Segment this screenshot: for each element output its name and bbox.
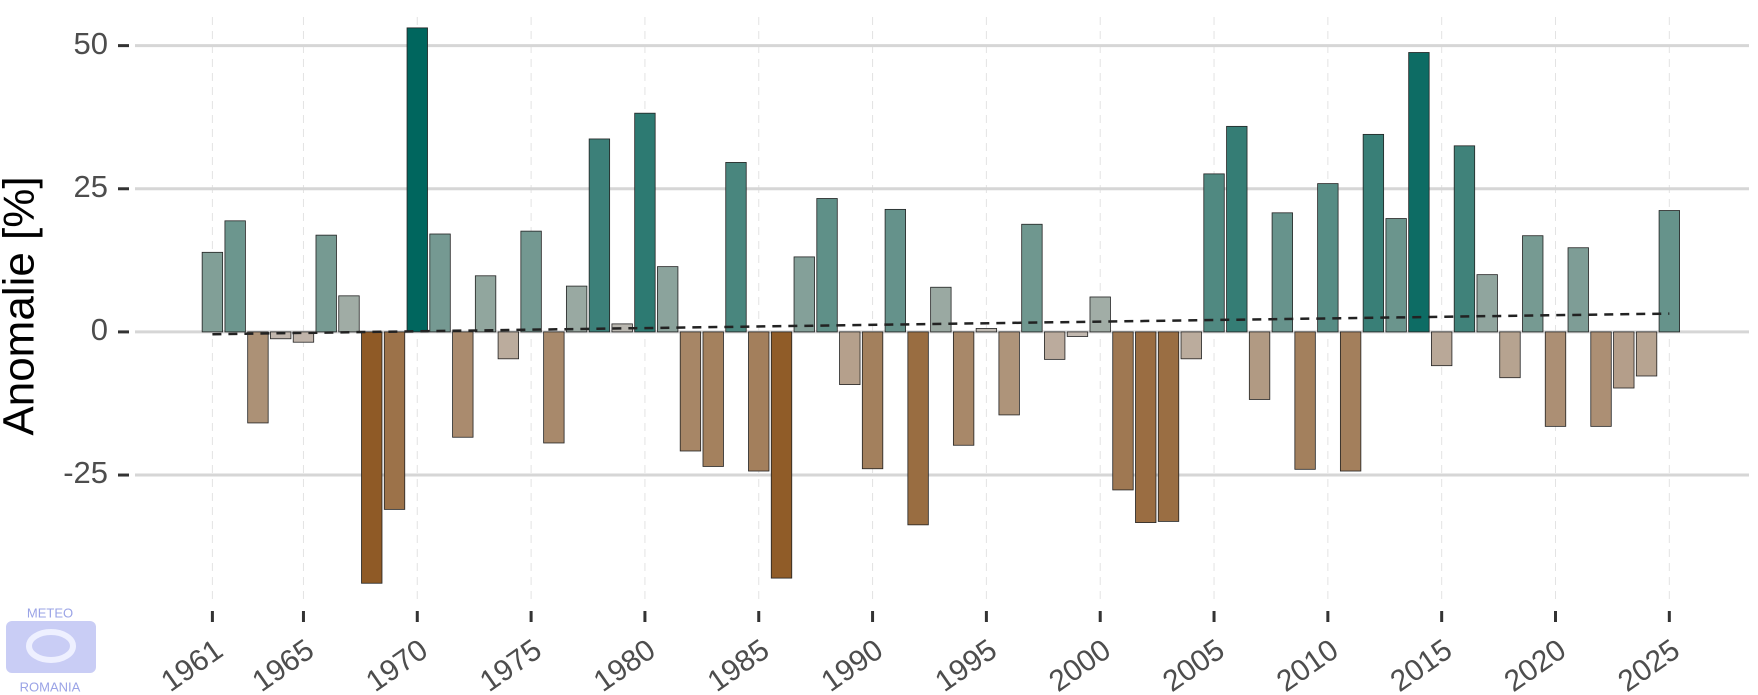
bar xyxy=(1522,235,1544,333)
bar xyxy=(1385,218,1407,333)
bar xyxy=(1021,223,1043,333)
bar xyxy=(543,331,565,444)
bar xyxy=(1658,210,1680,333)
bar xyxy=(383,331,406,510)
bar xyxy=(1317,183,1339,333)
x-tick-label: 1985 xyxy=(702,633,776,695)
y-tick-label: 0 xyxy=(91,312,108,347)
x-tick-label: 2000 xyxy=(1043,633,1117,695)
x-tick-label: 2025 xyxy=(1612,633,1686,695)
bar xyxy=(1590,331,1612,427)
bar xyxy=(793,256,815,333)
bar xyxy=(224,220,246,333)
bar xyxy=(474,275,497,333)
trend-line xyxy=(212,312,1670,336)
bar xyxy=(930,286,952,333)
bar xyxy=(725,162,747,333)
plot: 1961 1965 1970 1975 1980 1985 1990 1995 2000 2005… xyxy=(63,17,1749,695)
bar xyxy=(861,331,884,470)
y-tick-label: 25 xyxy=(74,169,108,204)
bar xyxy=(1408,52,1430,333)
bar xyxy=(247,331,269,424)
bar xyxy=(748,331,770,472)
bar xyxy=(452,331,474,438)
bar xyxy=(679,331,702,452)
bar xyxy=(1453,145,1476,333)
bar xyxy=(884,208,906,333)
bar xyxy=(429,233,451,333)
x-tick-label: 2015 xyxy=(1385,633,1459,695)
bar xyxy=(520,230,542,333)
bar xyxy=(361,331,383,584)
bar xyxy=(1180,331,1202,360)
bar xyxy=(338,295,360,333)
bar xyxy=(315,234,337,333)
bar xyxy=(1089,296,1111,333)
logo-ring xyxy=(26,629,76,663)
bar xyxy=(702,331,724,467)
bar xyxy=(1294,331,1316,470)
bar xyxy=(1635,331,1658,377)
bar xyxy=(1613,331,1635,389)
x-tick-label: 1975 xyxy=(474,633,548,695)
logo: METEO ROMANIA xyxy=(6,605,96,694)
bar xyxy=(292,331,315,343)
x-tick-label: 2005 xyxy=(1157,633,1231,695)
x-tick-label: 1995 xyxy=(929,633,1003,695)
x-tick-label: 1961 xyxy=(155,633,229,695)
bar xyxy=(201,251,224,333)
bar xyxy=(975,328,998,333)
bar xyxy=(1203,173,1225,333)
bar xyxy=(270,331,292,340)
logo-text: METEO xyxy=(27,605,73,620)
y-tick-label: -25 xyxy=(63,455,108,490)
bar xyxy=(1135,331,1157,523)
bar xyxy=(770,331,793,579)
bar xyxy=(657,266,679,333)
bar xyxy=(497,331,519,360)
bar xyxy=(1112,331,1134,491)
bar xyxy=(1339,331,1362,472)
x-tick-label: 2010 xyxy=(1271,633,1345,695)
logo-text: ROMANIA xyxy=(20,679,81,694)
bar xyxy=(634,112,656,333)
bar xyxy=(998,331,1020,416)
bar xyxy=(1066,331,1089,337)
bar xyxy=(1226,125,1248,333)
logo-badge xyxy=(6,621,96,673)
bar xyxy=(839,331,861,385)
bar xyxy=(816,198,838,333)
bar xyxy=(1567,247,1589,333)
bar xyxy=(907,331,929,526)
bar xyxy=(1431,331,1453,367)
x-tick-label: 1970 xyxy=(360,633,434,695)
x-tick-label: 2020 xyxy=(1498,633,1572,695)
bar xyxy=(406,27,428,333)
bar xyxy=(1544,331,1567,427)
x-tick-label: 1965 xyxy=(246,633,320,695)
x-tick-label: 1990 xyxy=(816,633,890,695)
bar xyxy=(1476,274,1498,333)
x-tick-label: 1980 xyxy=(588,633,662,695)
bar xyxy=(1044,331,1066,360)
bar xyxy=(565,285,588,333)
y-axis-label: Anomalie [%] xyxy=(0,176,44,435)
bar xyxy=(1362,133,1385,333)
bar xyxy=(1271,212,1293,333)
bar xyxy=(1248,331,1271,400)
bar xyxy=(588,138,611,333)
bar xyxy=(952,331,975,446)
bar xyxy=(1157,331,1180,522)
bar xyxy=(1499,331,1521,379)
y-tick-label: 50 xyxy=(74,26,108,61)
